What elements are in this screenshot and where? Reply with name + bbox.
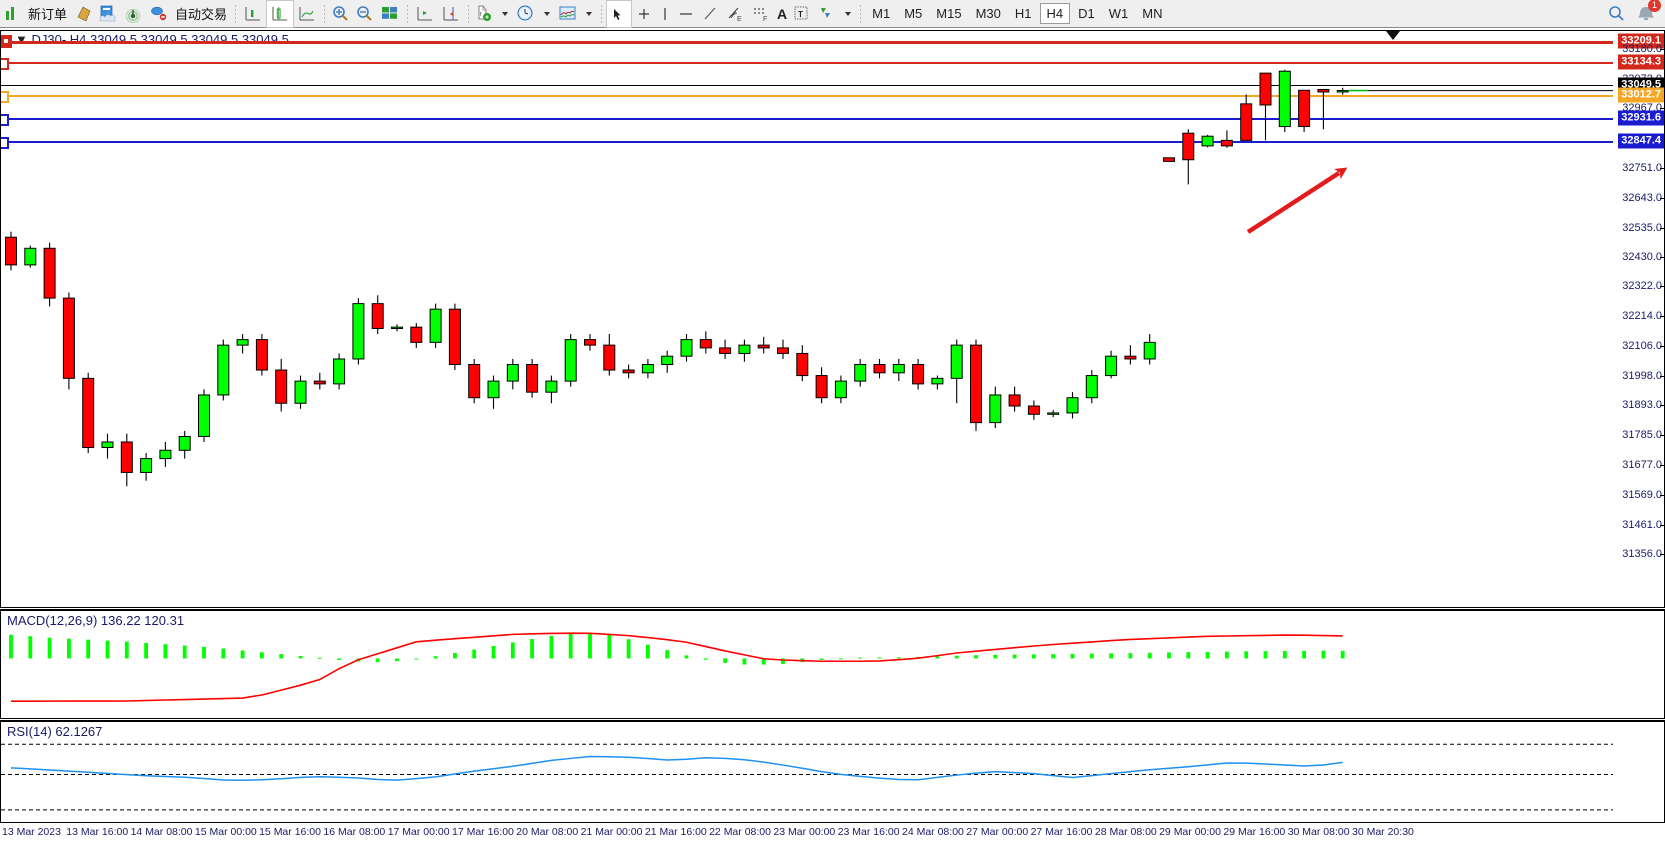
svg-text:E: E [737, 16, 742, 23]
svg-text:T: T [798, 10, 803, 19]
svg-text:F: F [763, 16, 767, 23]
